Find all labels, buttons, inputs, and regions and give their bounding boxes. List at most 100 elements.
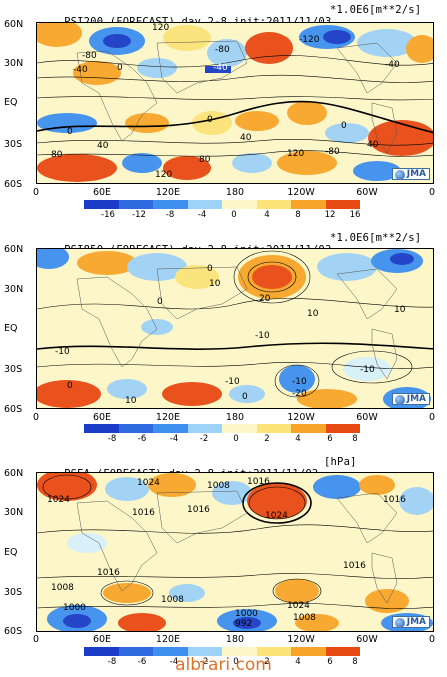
contour-label: 1016 [247,477,270,487]
contour-label: 1024 [47,495,70,505]
lat-label-60n: 60N [4,468,24,479]
contour-label: 0 [242,392,248,402]
contour-label: 1024 [137,478,160,488]
psea-colorbar-ticks: -8 -6 -4 -2 0 2 4 6 8 [107,657,358,667]
contour-label: 0 [67,127,73,137]
contour-label: -10 [225,377,240,387]
lon-label: 0 [428,634,436,645]
contour-label: 120 [152,23,170,33]
lon-label: 120E [155,187,181,198]
contour-label: -20 [292,389,307,399]
contour-label: 1008 [161,595,184,605]
lon-label: 60E [92,634,112,645]
contour-label: -10 [55,347,70,357]
jma-logo: JMA [391,616,430,628]
contour-label: 1024 [287,601,310,611]
contour-label: 1016 [383,495,406,505]
contour-label: 40 [97,141,109,151]
contour-label: -10 [360,365,375,375]
contour-label: 20 [259,294,271,304]
lon-label: 0 [32,634,40,645]
psea-colorbar [84,647,360,656]
psi850-units: *1.0E6[m**2/s] [330,232,422,244]
contour-label: -40 [385,60,400,70]
contour-label: -10 [292,377,307,387]
lat-label-60n: 60N [4,19,24,30]
psea-field [37,473,433,631]
contour-label: 1008 [51,583,74,593]
lat-label-60s: 60S [4,404,23,415]
contour-label: 0 [341,121,347,131]
contour-label: 1016 [132,508,155,518]
psi200-field [37,23,433,183]
lon-label: 180 [225,634,245,645]
lon-label: 0 [32,187,40,198]
contour-label: 10 [209,279,221,289]
jma-logo-icon [394,618,405,628]
contour-label: 1016 [343,561,366,571]
psea-units: [hPa] [324,456,357,468]
contour-label: 10 [307,309,319,319]
lon-label: 120E [155,412,181,423]
lat-label-30n: 30N [4,507,24,518]
lat-label-eq: EQ [4,97,18,108]
contour-label: 0 [157,297,163,307]
lon-label: 120E [155,634,181,645]
jma-logo-icon [394,170,405,180]
psi200-map: 120 -80 -40 -80 -40 0 -120 -40 0 40 40 8… [36,22,434,184]
lon-label: 60W [356,187,378,198]
contour-label: 1008 [293,613,316,623]
lon-label: 60E [92,412,112,423]
contour-label: 1016 [97,568,120,578]
lon-label: 180 [225,187,245,198]
lat-label-eq: EQ [4,547,18,558]
contour-label: 10 [394,305,406,315]
psi850-colorbar-ticks: -8 -6 -4 -2 0 2 4 6 8 [107,434,358,444]
jma-logo: JMA [391,168,430,180]
contour-label: -40 [73,65,88,75]
contour-label: 0 [117,63,123,73]
psea-panel: PSEA (FORECAST) day 2-8 init:2011/11/03 … [0,450,447,656]
lat-label-30n: 30N [4,58,24,69]
psi200-units: *1.0E6[m**2/s] [330,4,422,16]
contour-label: -10 [255,331,270,341]
lat-label-30n: 30N [4,284,24,295]
contour-label: 1016 [187,505,210,515]
psi850-map: 0 10 20 0 -10 10 0 -10 -10 -20 -10 -10 1… [36,248,434,409]
lon-label: 0 [32,412,40,423]
contour-label: 0 [207,115,213,125]
psea-map: 1024 1024 1008 1016 1016 1016 1024 1016 … [36,472,434,632]
psi200-panel: PSI200 (FORECAST) day 2-8 init:2011/11/0… [0,0,447,222]
contour-label: -80 [82,51,97,61]
lon-label: 60W [356,412,378,423]
contour-label: 80 [51,150,63,160]
lon-label: 180 [225,412,245,423]
psi200-colorbar [84,200,360,209]
watermark: albrari.com [175,655,272,675]
contour-label: 0 [207,264,213,274]
lat-label-60n: 60N [4,244,24,255]
contour-label: -40 [213,63,228,73]
contour-label: 1000 [63,603,86,613]
lat-label-30s: 30S [4,364,23,375]
lon-label: 60W [356,634,378,645]
contour-label: -80 [325,147,340,157]
jma-logo: JMA [391,393,430,405]
lon-label: 120W [287,634,315,645]
contour-label: 1024 [265,511,288,521]
psi850-panel: PSI850 (FORECAST) day 2-8 init:2011/11/0… [0,226,447,448]
lon-label: 0 [428,187,436,198]
contour-label: 0 [67,381,73,391]
lat-label-60s: 60S [4,626,23,637]
lat-label-30s: 30S [4,139,23,150]
contour-label: 1008 [207,481,230,491]
lon-label: 120W [287,412,315,423]
lon-label: 0 [428,412,436,423]
contour-label: -80 [215,45,230,55]
contour-label: 10 [125,396,137,406]
psi200-colorbar-ticks: -16 -12 -8 -4 0 4 8 12 16 [101,210,361,220]
lat-label-30s: 30S [4,587,23,598]
contour-label: 80 [199,155,211,165]
contour-label: 40 [367,140,379,150]
lat-label-eq: EQ [4,323,18,334]
